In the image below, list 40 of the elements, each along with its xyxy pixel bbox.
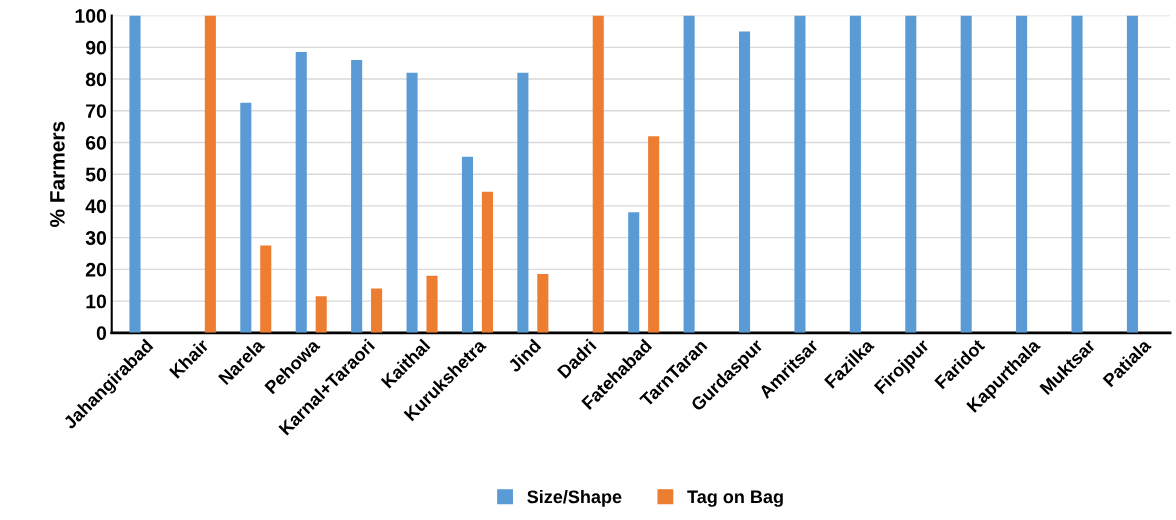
bar <box>426 275 438 333</box>
bar <box>628 212 640 333</box>
y-tick-label: 60 <box>85 135 107 150</box>
y-tick-label: 20 <box>85 262 107 277</box>
bar <box>739 31 751 333</box>
bar <box>648 136 660 333</box>
y-tick-label: 100 <box>75 9 107 23</box>
bar <box>517 72 529 333</box>
y-axis-title: % Farmers <box>50 121 65 227</box>
bar <box>240 102 252 333</box>
bar <box>683 15 695 333</box>
bar <box>481 191 493 333</box>
bar <box>592 15 604 333</box>
y-tick-label: 0 <box>96 326 107 341</box>
bar <box>461 156 474 333</box>
y-tick-label: 50 <box>85 167 107 182</box>
bar <box>537 274 549 333</box>
legend-label: Tag on Bag <box>687 490 783 507</box>
y-tick-label: 70 <box>86 104 107 118</box>
bar <box>794 15 806 333</box>
y-tick-label: 10 <box>86 294 107 309</box>
bar <box>1016 15 1028 333</box>
bar <box>315 296 327 333</box>
bar <box>129 15 141 333</box>
y-tick-label: 80 <box>85 72 107 87</box>
bar <box>351 60 363 333</box>
bar <box>406 72 418 333</box>
bar <box>1126 15 1138 333</box>
legend-label: Size/Shape <box>527 489 622 507</box>
y-tick-label: 40 <box>85 199 107 214</box>
y-tick-label: 30 <box>85 231 107 245</box>
bar <box>295 52 307 333</box>
bar <box>905 15 917 333</box>
bar <box>1071 15 1083 333</box>
y-tick-label: 90 <box>85 40 107 55</box>
bar <box>260 245 272 333</box>
bar <box>204 15 216 333</box>
bar <box>960 15 972 333</box>
bar <box>371 288 383 333</box>
bar <box>849 15 861 333</box>
